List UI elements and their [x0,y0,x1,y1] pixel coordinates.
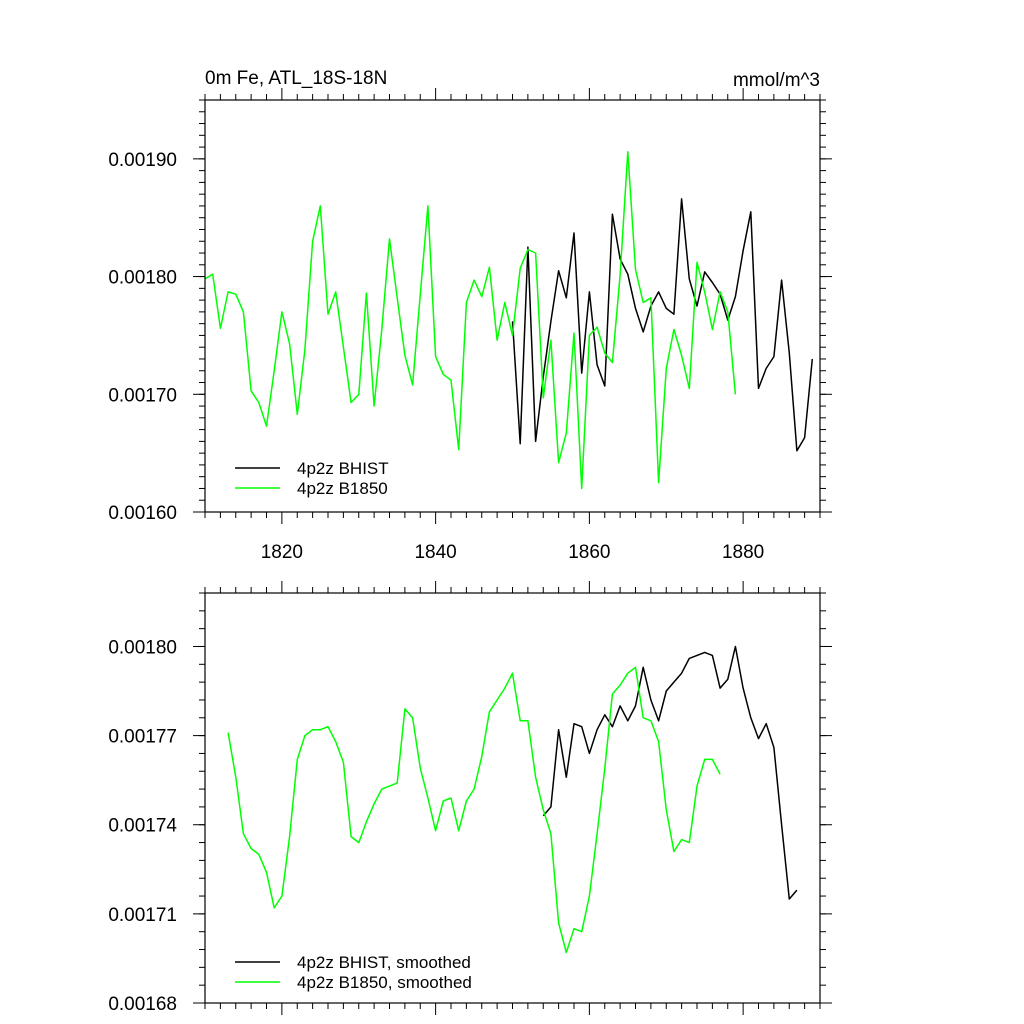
series-line-4p2z-bhist [511,198,814,452]
x-tick-label: 1860 [568,542,610,563]
legend-label: 4p2z BHIST, smoothed [297,953,471,972]
top-panel-units: mmol/m^3 [733,70,820,91]
y-tick-label: 0.00180 [108,268,177,289]
y-tick-label: 0.00174 [108,816,177,837]
bottom-panel-ticks: 0.00168 0.00171 0.00174 0.00177 0.00180 [108,581,832,1015]
series-line-4p2z-b1850-smoothed [227,666,721,954]
x-tick-label: 1840 [414,542,456,563]
y-tick-label: 0.00168 [108,994,177,1015]
bottom-panel-frame [204,592,821,1004]
legend-label: 4p2z B1850, smoothed [297,973,472,992]
series-line-4p2z-b1850 [204,151,737,490]
top-panel-frame [204,99,821,513]
y-tick-label: 0.00180 [108,637,177,658]
legend-label: 4p2z B1850 [297,479,388,498]
x-tick-label: 1820 [261,542,303,563]
y-tick-label: 0.00190 [108,150,177,171]
top-panel-ticks: 1820 1840 1860 1880 0.00160 0.00170 0.00180 0.0… [108,88,832,563]
y-tick-label: 0.00171 [108,905,177,926]
series-line-4p2z-bhist-smoothed [542,645,798,900]
bottom-panel: 0.00168 0.00171 0.00174 0.00177 0.00180 4p2z… [108,581,832,1015]
x-tick-label: 1880 [722,542,764,563]
top-panel: 0m Fe, ATL_18S-18N mmol/m^3 1820 1840 1860… [108,68,832,563]
top-panel-series [204,151,814,490]
y-tick-label: 0.00170 [108,385,177,406]
y-tick-label: 0.00160 [108,503,177,524]
legend-label: 4p2z BHIST [297,459,389,478]
top-panel-title: 0m Fe, ATL_18S-18N [205,68,387,89]
bottom-panel-series [227,645,798,954]
y-tick-label: 0.00177 [108,727,177,748]
